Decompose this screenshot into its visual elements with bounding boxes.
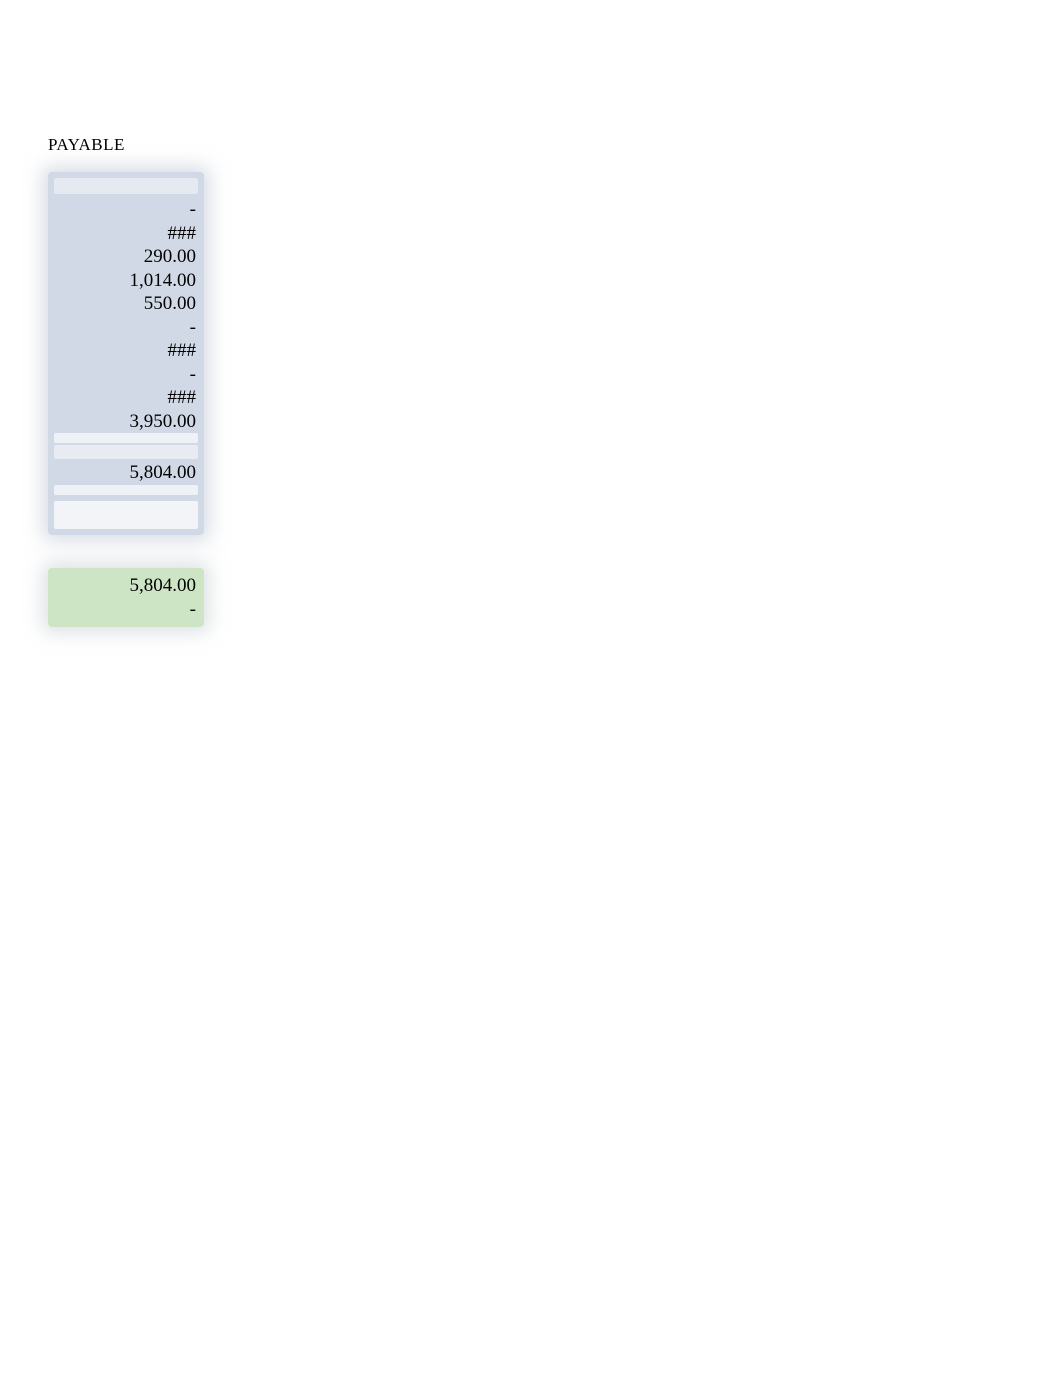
divider <box>54 433 198 443</box>
table-row: ### <box>54 339 198 363</box>
table-row: 290.00 <box>54 245 198 269</box>
payable-detail-panel: - ### 290.00 1,014.00 550.00 - ### - ###… <box>48 172 204 535</box>
subtotal-value: 5,804.00 <box>54 461 198 485</box>
payable-summary-panel: 5,804.00 - <box>48 568 204 627</box>
header-band <box>54 178 198 194</box>
table-row: - <box>54 316 198 340</box>
divider <box>54 485 198 495</box>
table-row: 550.00 <box>54 292 198 316</box>
page-title: PAYABLE <box>48 135 125 155</box>
empty-row <box>54 501 198 529</box>
summary-row: - <box>54 598 198 622</box>
divider <box>54 445 198 459</box>
table-row: - <box>54 363 198 387</box>
table-row: 3,950.00 <box>54 410 198 434</box>
table-row: 1,014.00 <box>54 269 198 293</box>
table-row: ### <box>54 386 198 410</box>
table-row: - <box>54 198 198 222</box>
summary-total: 5,804.00 <box>54 574 198 598</box>
table-row: ### <box>54 222 198 246</box>
